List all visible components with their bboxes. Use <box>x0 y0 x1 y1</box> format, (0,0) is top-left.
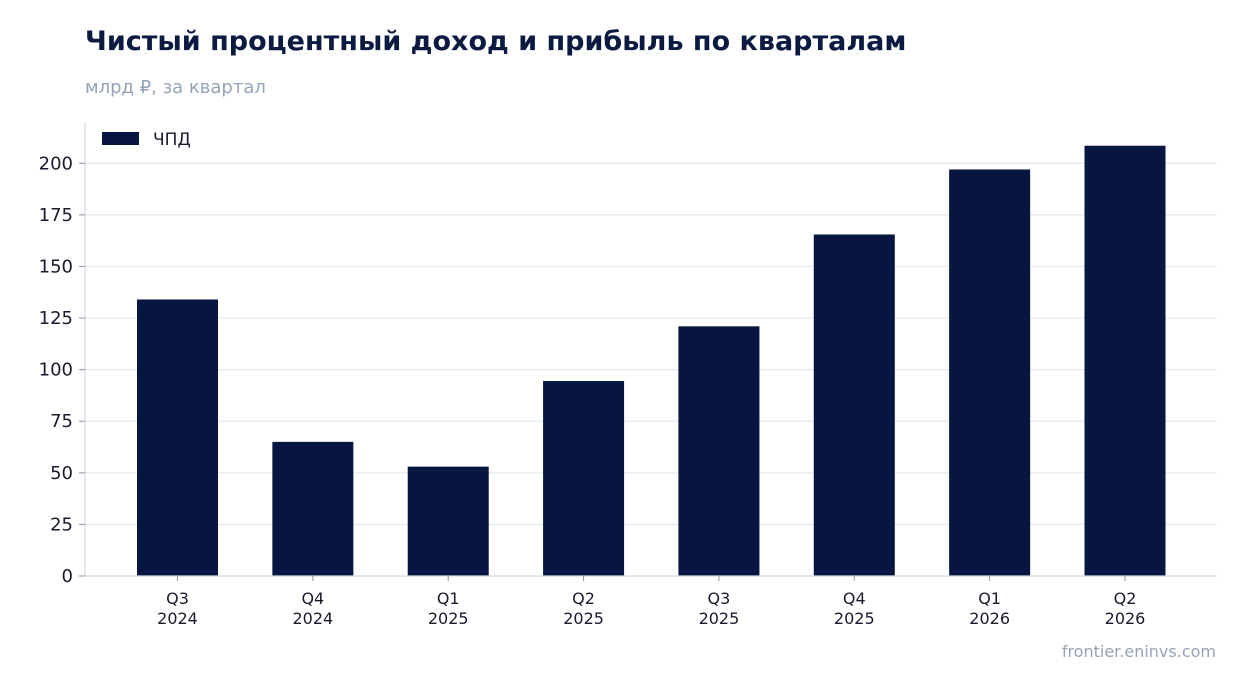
bar <box>543 380 625 576</box>
bar <box>1084 145 1166 576</box>
chart-subtitle: млрд ₽, за квартал <box>85 77 266 98</box>
x-tick-label: Q3 <box>166 589 189 608</box>
x-tick-label: 2024 <box>157 609 198 628</box>
bar <box>949 169 1031 577</box>
x-tick-label: Q3 <box>708 589 731 608</box>
gridlines <box>85 162 1217 526</box>
y-tick-label: 100 <box>39 360 73 381</box>
y-tick-label: 25 <box>50 514 73 535</box>
y-tick-label: 0 <box>62 566 73 587</box>
x-tick-label: 2025 <box>563 609 604 628</box>
x-tick-label: Q2 <box>1114 589 1137 608</box>
x-tick-label: Q2 <box>572 589 595 608</box>
bar <box>678 326 760 576</box>
x-tick-labels: Q32024Q42024Q12025Q22025Q32025Q42025Q120… <box>157 576 1145 628</box>
bars <box>137 145 1166 577</box>
x-tick-label: 2025 <box>834 609 875 628</box>
legend-label: ЧПД <box>153 130 191 150</box>
y-tick-label: 175 <box>39 205 73 226</box>
bar <box>407 466 489 576</box>
y-tick-label: 125 <box>39 308 73 329</box>
y-tick-label: 200 <box>39 153 73 174</box>
y-tick-label: 75 <box>50 411 73 432</box>
source-credit: frontier.eninvs.com <box>1061 642 1216 661</box>
x-tick-label: 2024 <box>292 609 333 628</box>
y-tick-labels: 0 25 50 75 100 125 150 175 200 <box>39 153 85 587</box>
x-tick-label: Q1 <box>978 589 1001 608</box>
legend-swatch <box>102 132 139 145</box>
x-tick-label: Q4 <box>301 589 324 608</box>
y-tick-label: 50 <box>50 463 73 484</box>
x-tick-label: 2026 <box>1105 609 1146 628</box>
bar <box>137 299 218 576</box>
bar <box>813 234 895 576</box>
bar <box>272 441 354 576</box>
x-tick-label: 2025 <box>428 609 469 628</box>
legend: ЧПД <box>102 130 191 150</box>
axes <box>84 122 1217 577</box>
y-tick-label: 150 <box>39 256 73 277</box>
x-tick-label: 2025 <box>699 609 740 628</box>
x-tick-label: Q4 <box>843 589 866 608</box>
x-tick-label: Q1 <box>437 589 460 608</box>
chart-title: Чистый процентный доход и прибыль по ква… <box>85 26 907 57</box>
x-tick-label: 2026 <box>969 609 1010 628</box>
